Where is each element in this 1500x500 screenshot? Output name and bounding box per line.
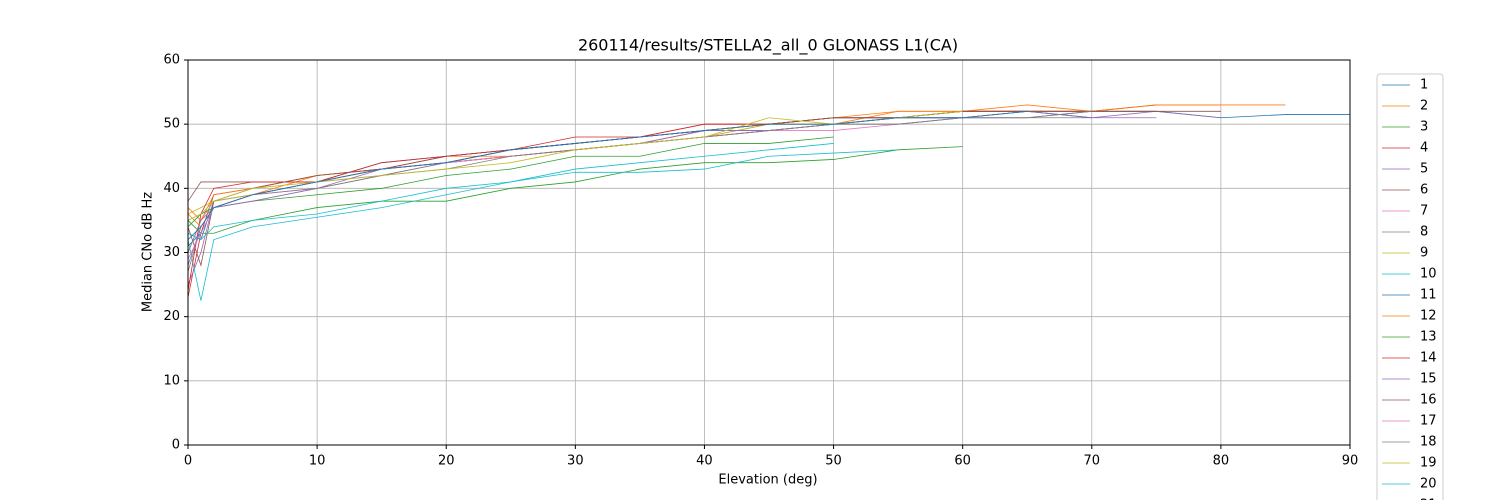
legend: 123456789101112131415161718192021 [1382, 78, 1437, 500]
chart-title: 260114/results/STELLA2_all_0 GLONASS L1(… [578, 36, 958, 56]
series-line [187, 117, 1092, 272]
x-tick-label: 70 [1084, 454, 1101, 469]
legend-label: 18 [1420, 435, 1437, 450]
x-tick-label: 20 [438, 454, 455, 469]
series-line [187, 110, 1092, 253]
y-tick-label: 10 [163, 373, 180, 388]
legend-label: 3 [1420, 120, 1428, 135]
y-tick-label: 0 [172, 438, 180, 453]
x-tick-label: 60 [954, 454, 971, 469]
y-tick-label: 50 [163, 117, 180, 132]
x-tick-label: 10 [309, 454, 326, 469]
grid: 0 10 20 30 40 50 60 70 80 90 0 10 20 30 40 50 60 [163, 53, 1358, 469]
series-line [187, 110, 1028, 240]
legend-label: 16 [1420, 393, 1437, 408]
legend-label: 21 [1420, 498, 1437, 500]
x-tick-label: 0 [184, 454, 192, 469]
y-tick-label: 30 [163, 245, 180, 260]
series-line [187, 143, 834, 241]
legend-label: 13 [1420, 330, 1437, 345]
legend-label: 5 [1420, 162, 1428, 177]
x-tick-label: 30 [567, 454, 584, 469]
x-tick-label: 50 [825, 454, 842, 469]
axes-frame [187, 59, 1351, 446]
legend-label: 8 [1420, 225, 1428, 240]
legend-label: 15 [1420, 372, 1437, 387]
legend-label: 6 [1420, 183, 1428, 198]
legend-label: 20 [1420, 477, 1437, 492]
x-tick-label: 40 [696, 454, 713, 469]
series-line [187, 110, 963, 221]
plot-area [187, 104, 1350, 301]
legend-label: 12 [1420, 309, 1437, 324]
series-line [187, 110, 1092, 247]
series-line [187, 110, 1028, 292]
legend-label: 10 [1420, 267, 1437, 282]
legend-label: 14 [1420, 351, 1437, 366]
series-line [187, 117, 1028, 253]
legend-label: 2 [1420, 99, 1428, 114]
legend-label: 7 [1420, 204, 1428, 219]
x-tick-label: 90 [1342, 454, 1359, 469]
y-tick-label: 20 [163, 309, 180, 324]
legend-label: 9 [1420, 246, 1428, 261]
series-line [187, 110, 1028, 215]
legend-label: 19 [1420, 456, 1437, 471]
series-line [187, 104, 1286, 228]
legend-label: 11 [1420, 288, 1437, 303]
y-tick-label: 40 [163, 181, 180, 196]
series-line [187, 149, 899, 301]
legend-label: 4 [1420, 141, 1428, 156]
y-tick-label: 60 [163, 53, 180, 68]
legend-box [1376, 73, 1444, 500]
series-line [187, 146, 963, 234]
y-axis-label: Median CNo dB Hz [141, 192, 156, 312]
x-tick-label: 80 [1213, 454, 1230, 469]
legend-label: 17 [1420, 414, 1437, 429]
legend-label: 1 [1420, 78, 1428, 93]
x-axis-label: Elevation (deg) [718, 473, 817, 488]
